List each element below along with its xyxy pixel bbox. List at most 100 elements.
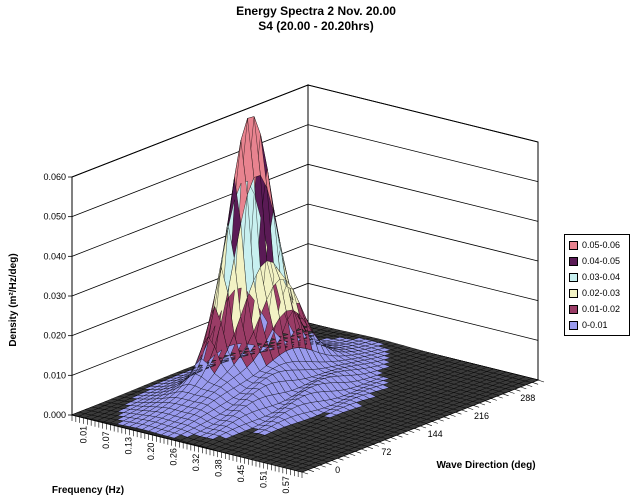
direction-tick [325, 462, 332, 466]
legend-label: 0.04-0.05 [582, 256, 621, 266]
density-gridline [71, 243, 539, 337]
direction-tick [490, 398, 497, 401]
direction-tick [520, 386, 527, 390]
direction-tick [360, 448, 368, 452]
legend-entry: 0.03-0.04 [565, 269, 629, 285]
direction-tick [355, 451, 362, 454]
legend-swatch [569, 272, 578, 282]
density-tick-label: 0.020 [43, 331, 66, 341]
frequency-tick-label: 0.57 [281, 476, 291, 494]
legend-label: 0.05-0.06 [582, 240, 621, 250]
direction-tick [431, 421, 438, 424]
direction-tick [384, 439, 391, 443]
frequency-tick-labels: 0.01 0.07 0.13 0.20 0.26 0.32 0.38 0.45 0.51 0.57 [71, 415, 303, 494]
density-tick-label: 0.060 [43, 172, 66, 182]
direction-tick [396, 434, 403, 438]
density-tick-label: 0.050 [43, 212, 66, 222]
legend-entry: 0.04-0.05 [565, 253, 629, 269]
density-gridlines [71, 84, 539, 416]
frequency-tick-label: 0.45 [236, 465, 246, 483]
direction-tick [408, 430, 415, 433]
chart-title: Energy Spectra 2 Nov. 20.00 [236, 4, 396, 18]
density-tick-label: 0.030 [43, 291, 66, 301]
direction-tick [496, 395, 503, 399]
legend-swatch [569, 288, 578, 298]
direction-tick [455, 411, 462, 415]
direction-tick [343, 455, 350, 459]
legend-entry: 0.02-0.03 [565, 285, 629, 301]
spectrum-surface [71, 116, 539, 473]
frequency-tick-label: 0.13 [123, 437, 133, 455]
density-gridline [71, 84, 539, 178]
direction-tick [467, 407, 474, 410]
density-tick-label: 0.040 [43, 251, 66, 261]
direction-tick [508, 391, 515, 394]
legend-entry: 0.05-0.06 [565, 237, 629, 253]
direction-tick [337, 457, 344, 461]
direction-tick [378, 441, 385, 445]
legend-swatch [569, 304, 578, 314]
direction-tick [514, 388, 521, 392]
frequency-tick-label: 0.07 [101, 431, 111, 449]
direction-tick [390, 437, 397, 440]
frequency-axis-label: Frequency (Hz) [52, 485, 124, 496]
frequency-tick-label: 0.01 [78, 426, 88, 444]
density-gridline [71, 282, 539, 376]
direction-tick-label: 72 [381, 447, 391, 457]
direction-tick [419, 425, 427, 429]
direction-tick [437, 418, 444, 422]
direction-tick [319, 464, 326, 468]
direction-tick [478, 402, 486, 406]
legend-label: 0.03-0.04 [582, 272, 621, 282]
direction-tick [414, 428, 421, 431]
legend-swatch [569, 256, 578, 266]
direction-tick-label: 0 [335, 465, 340, 475]
frequency-tick-label: 0.32 [191, 454, 201, 472]
direction-tick [313, 467, 320, 470]
legend-swatch [569, 240, 578, 250]
chart-subtitle: S4 (20.00 - 20.20hrs) [258, 19, 374, 33]
direction-tick [532, 382, 539, 385]
direction-tick [349, 453, 356, 456]
direction-tick [443, 416, 450, 420]
direction-axis-label: Wave Direction (deg) [436, 460, 535, 471]
density-gridline [71, 203, 539, 297]
density-tick-labels: 0.000 0.010 0.020 0.030 0.040 0.050 0.060 [43, 172, 72, 420]
frequency-tick-label: 0.51 [259, 471, 269, 489]
direction-tick [502, 393, 509, 397]
surface-cell [71, 412, 86, 417]
density-tick-label: 0.010 [43, 370, 66, 380]
direction-tick-label: 288 [520, 393, 535, 403]
legend-swatch [569, 320, 578, 330]
direction-tick [372, 444, 379, 447]
direction-tick-labels: 0 72 144 216 288 [301, 379, 545, 475]
direction-tick-label: 216 [474, 411, 489, 421]
direction-tick [461, 409, 468, 413]
frequency-tick-label: 0.38 [214, 459, 224, 477]
direction-tick [331, 460, 338, 463]
density-gridline [71, 124, 539, 218]
direction-tick [537, 379, 545, 383]
direction-tick-label: 144 [428, 429, 443, 439]
legend-label: 0.02-0.03 [582, 288, 621, 298]
direction-tick [425, 423, 432, 426]
direction-tick [366, 446, 373, 449]
direction-tick [449, 414, 456, 417]
direction-tick [301, 471, 309, 475]
legend: 0.05-0.06 0.04-0.05 0.03-0.04 0.02-0.03 0.01… [564, 234, 630, 336]
frequency-tick-label: 0.20 [146, 443, 156, 461]
legend-label: 0-0.01 [582, 320, 608, 330]
density-tick-label: 0.000 [43, 410, 66, 420]
legend-label: 0.01-0.02 [582, 304, 621, 314]
legend-entry: 0-0.01 [565, 317, 629, 333]
legend-entry: 0.01-0.02 [565, 301, 629, 317]
direction-tick [402, 432, 409, 436]
frequency-tick-label: 0.26 [169, 448, 179, 466]
direction-tick [473, 405, 480, 408]
direction-tick [307, 469, 314, 472]
density-gridline [71, 163, 539, 257]
density-axis-label: Density (m²/Hz/deg) [8, 253, 19, 346]
direction-tick [526, 384, 533, 387]
